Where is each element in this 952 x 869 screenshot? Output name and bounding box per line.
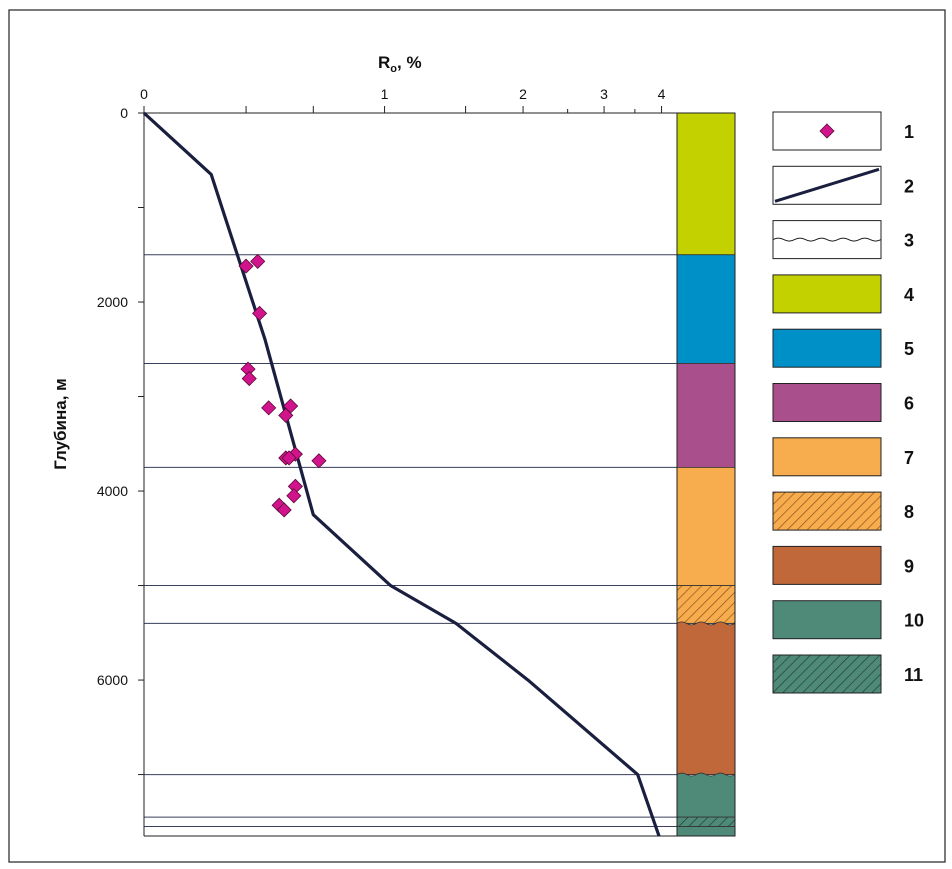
data-point-5 xyxy=(241,371,257,387)
x-axis-ticks: 0 1 2 3 4 xyxy=(140,86,666,113)
strat-unit-8 xyxy=(676,816,736,827)
legend-swatch-10 xyxy=(772,600,882,640)
x-tick-label-7: 3 xyxy=(600,86,608,102)
x-tick-label-8: 4 xyxy=(658,86,666,102)
measured-points-layer xyxy=(238,253,327,518)
axes xyxy=(143,112,677,837)
legend-label-8: 8 xyxy=(904,502,914,522)
data-point-16 xyxy=(276,502,292,518)
x-tick-label-6: 2 xyxy=(519,86,527,102)
y-tick-label-1: 0 xyxy=(120,105,128,121)
legend-marker-icon xyxy=(819,123,835,139)
legend: 1 2 3 4 5 6 7 8 9 10 11 xyxy=(772,111,924,694)
legend-label-6: 6 xyxy=(904,394,914,414)
legend-label-4: 4 xyxy=(904,285,914,305)
data-point-8 xyxy=(278,407,294,423)
legend-label-11: 11 xyxy=(904,665,923,685)
legend-label-9: 9 xyxy=(904,556,914,576)
data-point-3 xyxy=(252,305,268,321)
legend-label-5: 5 xyxy=(904,339,914,359)
figure-frame xyxy=(8,9,946,863)
legend-swatch-11 xyxy=(772,654,882,694)
strat-column-border xyxy=(676,112,736,837)
reflectance-trend-line xyxy=(142,111,661,837)
legend-label-10: 10 xyxy=(904,611,924,631)
data-point-6 xyxy=(261,400,277,416)
strat-unit-4 xyxy=(676,467,736,586)
data-point-2 xyxy=(238,258,254,274)
legend-label-2: 2 xyxy=(904,176,914,196)
legend-swatch-9 xyxy=(772,545,882,585)
legend-swatch-7 xyxy=(772,437,882,477)
y-axis-title: Глубина, м xyxy=(51,378,70,470)
y-tick-label-5: 4000 xyxy=(97,483,128,499)
legend-swatch-5 xyxy=(772,328,882,368)
x-tick-label-4: 1 xyxy=(381,86,389,102)
reflectance-curve-layer xyxy=(142,111,661,837)
legend-line-icon xyxy=(774,167,880,203)
x-axis-title: Ro, % xyxy=(378,53,422,75)
x-tick-label-1: 0 xyxy=(140,86,148,102)
legend-swatch-6 xyxy=(772,383,882,422)
strat-unit-9 xyxy=(676,826,736,837)
y-tick-label-7: 6000 xyxy=(97,672,128,688)
stratigraphic-column xyxy=(676,112,736,837)
legend-label-7: 7 xyxy=(904,448,914,468)
data-point-11 xyxy=(281,450,297,466)
strat-unit-1 xyxy=(676,112,736,256)
data-point-1 xyxy=(250,253,266,269)
legend-swatch-4 xyxy=(772,274,882,314)
strat-unit-5 xyxy=(676,585,736,624)
strat-unit-2 xyxy=(676,254,736,364)
data-point-14 xyxy=(286,488,302,504)
strat-unit-7 xyxy=(676,772,736,818)
y-tick-label-3: 2000 xyxy=(97,294,128,310)
y-axis-ticks: 0 2000 4000 6000 xyxy=(97,105,144,776)
legend-wavy-icon xyxy=(772,237,882,242)
legend-label-1: 1 xyxy=(904,122,914,142)
strat-unit-6 xyxy=(676,621,736,775)
data-point-12 xyxy=(311,453,327,469)
strat-unit-3 xyxy=(676,363,736,468)
legend-swatch-8 xyxy=(772,491,882,531)
legend-label-3: 3 xyxy=(904,231,914,251)
